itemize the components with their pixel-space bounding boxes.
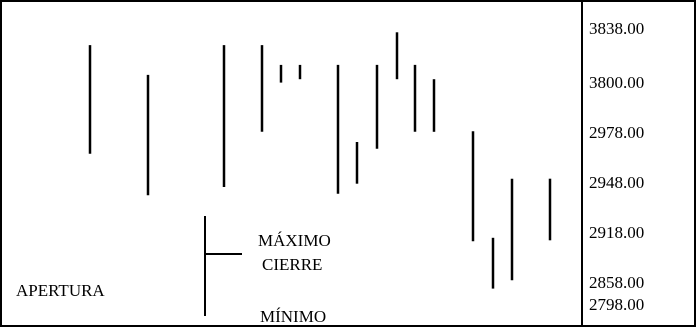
y-axis-ticks: 3838.00 3800.00 2978.00 2948.00 2918.00 2858.… bbox=[589, 19, 644, 314]
y-tick-label: 3838.00 bbox=[589, 19, 644, 38]
y-tick-label: 2948.00 bbox=[589, 173, 644, 192]
y-tick-label: 2918.00 bbox=[589, 223, 644, 242]
legend-close-label: CIERRE bbox=[262, 255, 322, 274]
y-tick-label: 2798.00 bbox=[589, 295, 644, 314]
y-tick-label: 2858.00 bbox=[589, 273, 644, 292]
legend: MÁXIMO CIERRE APERTURA MÍNIMO bbox=[16, 216, 331, 326]
y-tick-label: 3800.00 bbox=[589, 73, 644, 92]
legend-min-label: MÍNIMO bbox=[260, 307, 326, 326]
price-bars bbox=[88, 32, 552, 289]
legend-max-label: MÁXIMO bbox=[258, 231, 331, 250]
legend-open-label: APERTURA bbox=[16, 281, 105, 300]
y-tick-label: 2978.00 bbox=[589, 123, 644, 142]
